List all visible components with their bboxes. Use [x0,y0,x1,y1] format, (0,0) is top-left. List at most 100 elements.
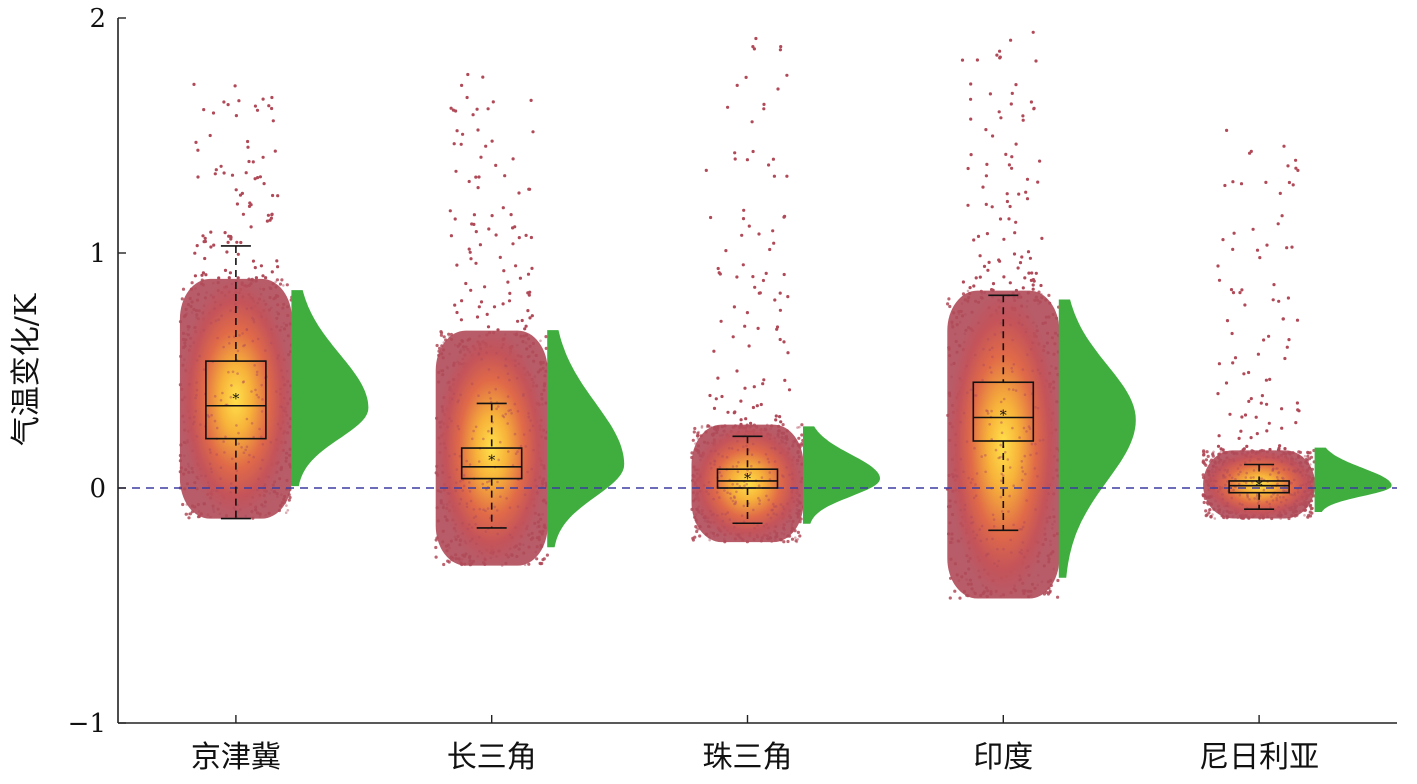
cloud-point [230,282,234,286]
cloud-point [1212,450,1215,454]
cloud-point [788,473,791,477]
cloud-point [1291,463,1294,466]
mean-marker: * [488,453,495,469]
cloud-point [1237,482,1241,486]
cloud-point [188,382,191,386]
cloud-point [193,420,196,424]
cloud-point [791,477,794,481]
cloud-point [715,491,719,494]
cloud-point [703,516,707,520]
outlier-point [720,394,724,399]
outlier-point [276,265,280,269]
cloud-point [264,513,268,517]
cloud-point [771,508,774,512]
cloud-point [235,424,238,427]
outlier-point [1223,183,1227,188]
cloud-point [1289,493,1292,496]
cloud-point [1294,457,1298,461]
outlier-point [704,168,708,172]
cloud-point [261,443,265,446]
outlier-point [972,238,976,242]
cloud-point [1222,460,1225,463]
outlier-point [1287,338,1291,342]
outlier-point [767,163,771,167]
cloud-point [1303,514,1306,517]
cloud-point [1282,468,1286,471]
outlier-point [1264,378,1268,382]
outlier-point [448,209,452,213]
cloud-point [484,509,487,513]
cloud-point [751,442,755,446]
cloud-point [737,461,740,464]
outlier-point [1287,180,1291,185]
data-point [696,431,700,435]
cloud-point [448,352,451,356]
cloud-point [750,464,753,468]
cloud-point [1011,338,1014,342]
outlier-point [460,83,464,87]
cloud-point [516,409,520,413]
cloud-point [1298,510,1302,513]
cloud-point [509,408,512,412]
cloud-point [1270,495,1273,498]
cloud-point [508,533,512,537]
cloud-point [530,467,533,471]
cloud-point [717,452,720,456]
outlier-point [510,226,515,230]
cloud-point [753,526,756,530]
cloud-point [1025,430,1028,433]
outlier-point [774,418,778,422]
outlier-point [969,117,973,121]
cloud-point [1020,552,1023,555]
cloud-point [977,569,980,573]
cloud-point [708,525,712,529]
cloud-point [1255,450,1259,454]
cloud-point [1212,474,1215,478]
cloud-point [998,456,1002,459]
outlier-point [1294,158,1298,162]
cloud-point [996,564,999,568]
cloud-point [516,343,519,347]
data-point [1209,515,1213,519]
cloud-point [1236,516,1240,520]
cloud-point [790,526,793,530]
cloud-point [788,519,791,523]
outlier-point [982,264,987,268]
cloud-point [496,480,499,484]
outlier-point [966,166,970,171]
cloud-point [510,553,514,556]
cloud-point [1032,321,1035,325]
outlier-point [526,272,531,276]
cloud-point [731,499,735,503]
cloud-point [282,432,285,435]
cloud-point [1020,305,1024,308]
cloud-point [237,442,240,446]
cloud-point [209,293,213,297]
density-cloud [691,424,804,543]
data-point [1204,509,1208,513]
cloud-point [779,438,783,442]
cloud-point [526,470,529,474]
data-point [800,423,804,427]
cloud-point [192,422,195,426]
cloud-point [250,390,253,393]
cloud-point [776,434,779,438]
cloud-point [983,291,987,294]
data-point [285,283,289,287]
cloud-point [991,355,994,359]
cloud-point [999,594,1003,598]
cloud-point [733,525,736,529]
cloud-point [981,584,985,587]
cloud-point [1006,458,1010,461]
data-point [782,540,786,544]
cloud-point [517,362,521,366]
cloud-point [185,503,189,506]
outlier-point [1021,118,1025,122]
cloud-point [1031,369,1034,373]
outlier-point [1034,59,1038,63]
cloud-point [486,480,489,484]
outlier-point [1040,236,1044,240]
cloud-point [248,453,251,457]
outlier-point [758,291,762,295]
outlier-point [1243,303,1247,307]
